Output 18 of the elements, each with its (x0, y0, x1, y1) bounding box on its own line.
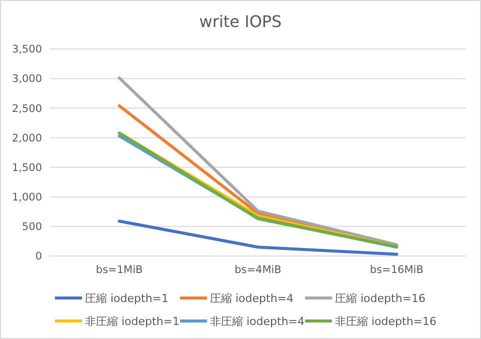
y-tick-label: 2,000 (12, 132, 42, 144)
legend-label: 圧縮 iodepth=16 (335, 292, 426, 305)
legend-label: 圧縮 iodepth=1 (85, 292, 169, 305)
x-tick-label: bs=16MiB (370, 264, 424, 276)
legend-label: 非圧縮 iodepth=16 (335, 314, 437, 328)
y-tick-label: 3,000 (12, 73, 42, 86)
x-tick-label: bs=4MiB (234, 264, 282, 276)
y-tick-label: 0 (35, 250, 42, 263)
y-tick-label: 3,500 (12, 44, 42, 56)
y-tick-label: 1,000 (12, 192, 42, 204)
y-tick-label: 2,500 (12, 102, 42, 115)
legend-label: 圧縮 iodepth=4 (210, 292, 294, 305)
chart-title: write IOPS (199, 12, 282, 31)
legend-label: 非圧縮 iodepth=1 (85, 314, 180, 328)
legend-label: 非圧縮 iodepth=4 (210, 314, 305, 328)
x-tick-label: bs=1MiB (96, 264, 143, 276)
y-tick-label: 1,500 (12, 162, 42, 174)
y-tick-label: 500 (22, 221, 42, 234)
